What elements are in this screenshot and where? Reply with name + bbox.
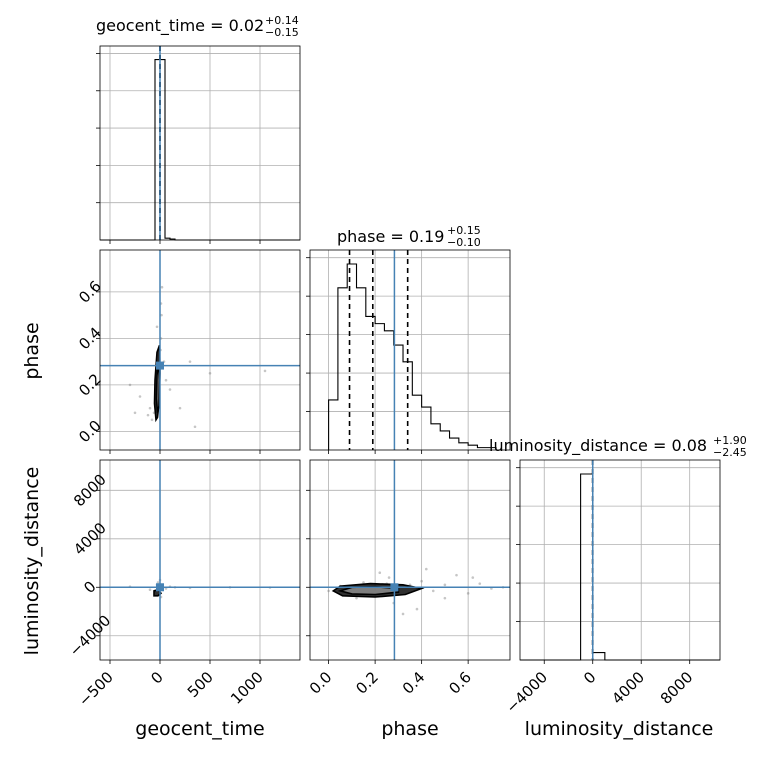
sample-point xyxy=(148,406,152,410)
histogram-phase-panel xyxy=(306,249,511,454)
sample-point xyxy=(128,383,132,387)
x-tick-label: −4000 xyxy=(502,668,551,717)
axes-frame xyxy=(99,459,301,661)
truth-marker xyxy=(390,583,399,592)
sample-point xyxy=(401,612,405,616)
sample-point xyxy=(156,581,160,584)
sample-point xyxy=(431,589,435,593)
sample-point xyxy=(415,607,419,611)
title-geocent-time-minus: −0.15 xyxy=(265,26,299,39)
sample-point xyxy=(443,583,447,587)
scatter-luminosity-distance-vs-phase-panel: 0.0 0.2 0.4 0.6 xyxy=(306,459,511,698)
x-tick-label: 1000 xyxy=(227,668,267,708)
sample-point xyxy=(178,406,182,410)
ylabel-luminosity-distance: luminosity_distance xyxy=(21,467,43,656)
sample-point xyxy=(466,592,470,595)
sample-point xyxy=(471,576,475,579)
sample-point xyxy=(424,567,428,571)
title-geocent-time: geocent_time = 0.02 xyxy=(96,16,264,36)
sample-point xyxy=(478,582,482,585)
title-luminosity-distance: luminosity_distance = 0.08 xyxy=(489,436,707,456)
histogram-steps xyxy=(100,59,300,241)
axes-frame xyxy=(99,45,301,241)
axes-frame xyxy=(519,459,721,661)
sample-point xyxy=(443,596,447,600)
x-tick-label: 0 xyxy=(580,668,599,687)
x-tick-label: 0.4 xyxy=(399,668,429,698)
ylabel-phase: phase xyxy=(21,322,43,379)
truth-marker xyxy=(156,583,164,592)
title-phase-minus: −0.10 xyxy=(447,236,481,249)
axes-frame xyxy=(309,459,511,661)
title-phase: phase = 0.19 xyxy=(337,227,444,246)
panel-titles: geocent_time = 0.02 +0.14 −0.15 phase = … xyxy=(96,14,747,459)
sample-point xyxy=(387,576,391,579)
histogram-steps xyxy=(328,263,497,450)
sample-point xyxy=(362,581,365,584)
sample-point xyxy=(168,388,172,391)
histogram-geocent-time-panel xyxy=(96,45,301,244)
xlabel-phase: phase xyxy=(381,718,438,740)
sample-point xyxy=(138,395,142,398)
scatter-phase-vs-geocent-time-panel: 0.00.20.40.6 xyxy=(75,249,301,454)
truth-marker xyxy=(156,361,164,370)
title-geocent-time-plus: +0.14 xyxy=(265,14,299,27)
sample-point xyxy=(455,573,458,577)
title-phase-plus: +0.15 xyxy=(447,224,481,237)
sample-point xyxy=(355,596,358,600)
axes-frame xyxy=(309,249,511,451)
title-luminosity-distance-minus: −2.45 xyxy=(713,446,747,459)
x-tick-label: 0 xyxy=(147,668,166,687)
xlabel-geocent-time: geocent_time xyxy=(135,718,264,740)
axis-labels: geocent_time phase luminosity_distance p… xyxy=(21,322,713,740)
x-tick-label: 0.2 xyxy=(352,668,382,698)
title-luminosity-distance-plus: +1.90 xyxy=(713,434,747,447)
histogram-luminosity-distance-panel: −4000 0 4000 8000 xyxy=(502,459,721,717)
x-tick-label: 8000 xyxy=(657,668,697,708)
x-tick-label: 0.6 xyxy=(445,668,475,698)
sample-point xyxy=(193,425,197,429)
sample-point xyxy=(155,325,159,329)
sample-point xyxy=(263,369,267,373)
xlabel-luminosity-distance: luminosity_distance xyxy=(525,718,714,740)
sample-point xyxy=(160,313,163,317)
x-tick-label: 0.0 xyxy=(306,668,336,698)
x-tick-label: 4000 xyxy=(608,668,648,708)
x-tick-label: −500 xyxy=(75,668,117,710)
sample-point xyxy=(327,589,330,593)
sample-point xyxy=(378,571,382,575)
sample-point xyxy=(164,378,168,382)
axes-frame xyxy=(99,249,301,451)
x-tick-label: 500 xyxy=(184,668,217,701)
sample-point xyxy=(146,413,150,417)
sample-point xyxy=(133,411,137,415)
sample-point xyxy=(150,418,154,422)
sample-point xyxy=(160,285,164,289)
sample-point xyxy=(420,579,423,583)
sample-point xyxy=(188,360,192,363)
sample-point xyxy=(148,588,152,591)
sample-point xyxy=(208,371,212,375)
